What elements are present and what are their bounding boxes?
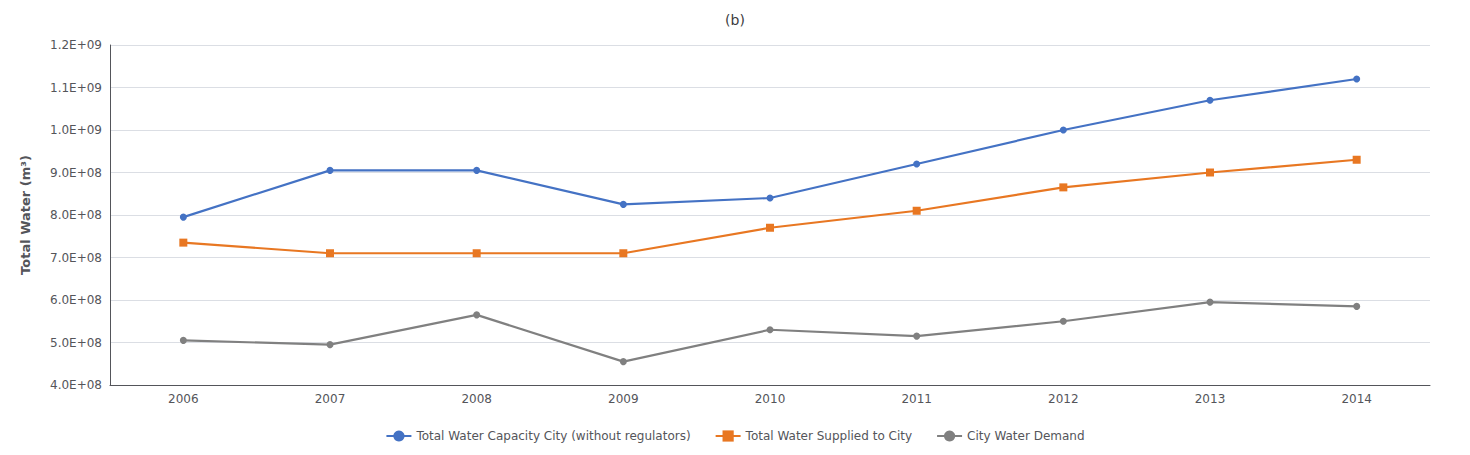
svg-text:Total Water (m³): Total Water (m³) [18, 155, 33, 275]
svg-text:(b): (b) [725, 12, 745, 28]
svg-text:1.1E+09: 1.1E+09 [50, 81, 102, 95]
svg-text:8.0E+08: 8.0E+08 [50, 208, 102, 222]
svg-text:7.0E+08: 7.0E+08 [50, 251, 102, 265]
svg-text:2006: 2006 [168, 392, 199, 406]
svg-text:1.0E+09: 1.0E+09 [50, 123, 102, 137]
svg-text:1.2E+09: 1.2E+09 [50, 38, 102, 52]
svg-text:5.0E+08: 5.0E+08 [50, 336, 102, 350]
svg-text:4.0E+08: 4.0E+08 [50, 378, 102, 392]
svg-text:6.0E+08: 6.0E+08 [50, 293, 102, 307]
svg-text:2008: 2008 [461, 392, 492, 406]
svg-text:Total Water Capacity City (wit: Total Water Capacity City (without regul… [415, 429, 690, 443]
svg-text:2014: 2014 [1341, 392, 1372, 406]
svg-text:2007: 2007 [315, 392, 346, 406]
svg-text:2010: 2010 [755, 392, 786, 406]
svg-text:9.0E+08: 9.0E+08 [50, 166, 102, 180]
svg-text:2012: 2012 [1048, 392, 1079, 406]
svg-text:City Water Demand: City Water Demand [967, 429, 1085, 443]
svg-text:Total Water Supplied to City: Total Water Supplied to City [745, 429, 912, 443]
svg-text:2013: 2013 [1195, 392, 1226, 406]
svg-text:2011: 2011 [901, 392, 932, 406]
svg-text:2009: 2009 [608, 392, 639, 406]
